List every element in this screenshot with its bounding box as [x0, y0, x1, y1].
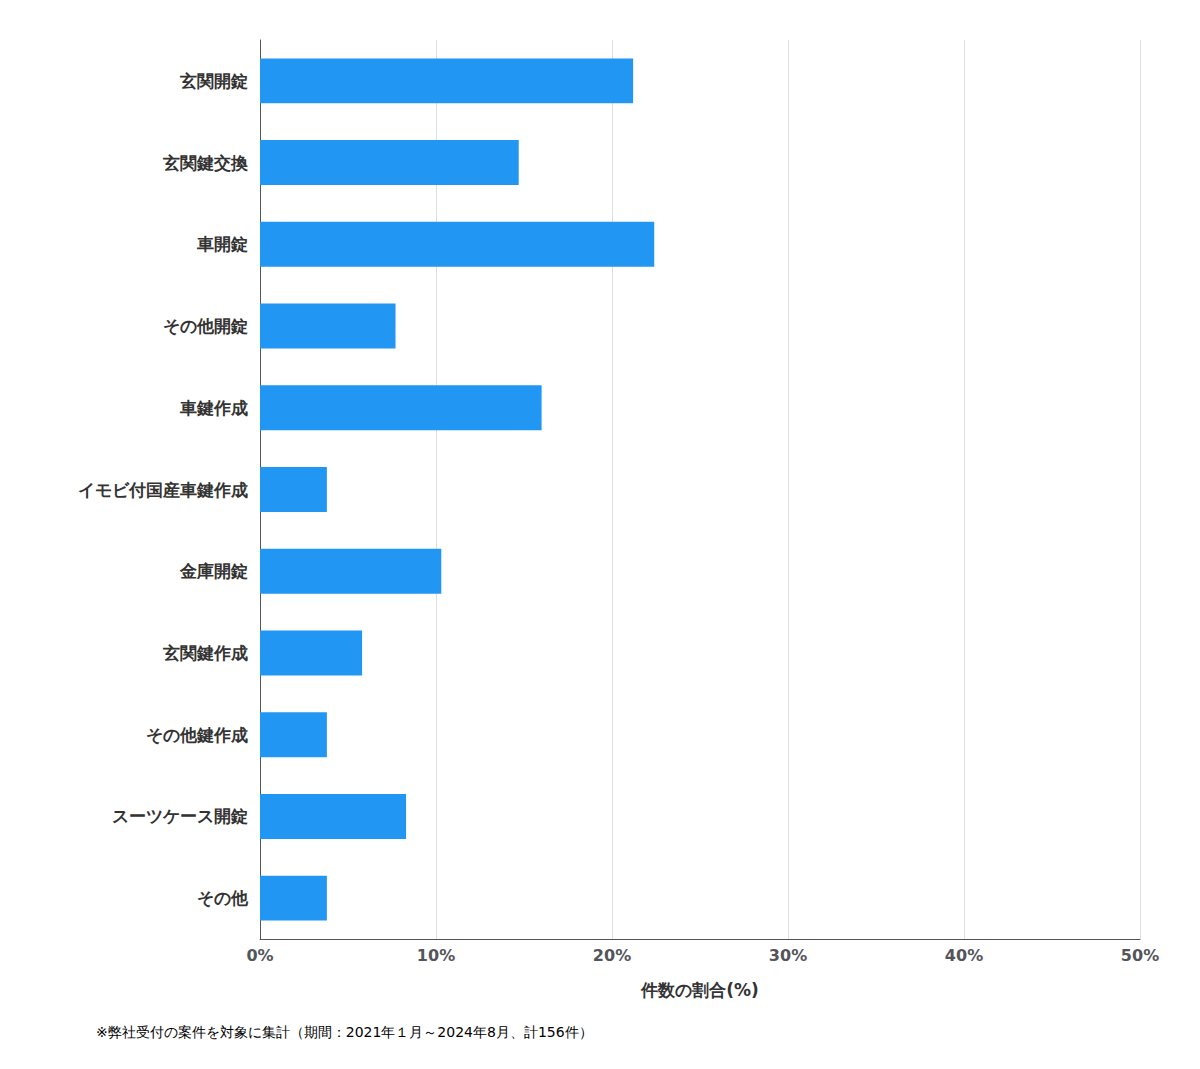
svg-text:車開錠: 車開錠 — [196, 234, 248, 254]
svg-text:スーツケース開錠: スーツケース開錠 — [112, 806, 248, 826]
svg-text:50%: 50% — [1121, 946, 1159, 965]
svg-text:0%: 0% — [246, 946, 273, 965]
svg-text:20%: 20% — [593, 946, 631, 965]
svg-text:玄関鍵作成: 玄関鍵作成 — [162, 643, 248, 663]
svg-text:玄関鍵交換: 玄関鍵交換 — [162, 153, 249, 173]
svg-text:その他開錠: その他開錠 — [163, 316, 248, 336]
svg-text:イモビ付国産車鍵作成: イモビ付国産車鍵作成 — [78, 480, 248, 500]
svg-text:40%: 40% — [945, 946, 983, 965]
svg-text:10%: 10% — [417, 946, 455, 965]
svg-text:件数の割合(%): 件数の割合(%) — [640, 980, 759, 1000]
svg-text:30%: 30% — [769, 946, 807, 965]
svg-text:その他: その他 — [197, 888, 249, 908]
svg-text:その他鍵作成: その他鍵作成 — [146, 725, 248, 745]
svg-text:玄関開錠: 玄関開錠 — [179, 71, 248, 91]
svg-text:※弊社受付の案件を対象に集計（期間：2021年１月～2024: ※弊社受付の案件を対象に集計（期間：2021年１月～2024年8月、計156件） — [96, 1024, 593, 1040]
svg-text:金庫開錠: 金庫開錠 — [179, 561, 248, 581]
svg-text:車鍵作成: 車鍵作成 — [179, 398, 248, 418]
